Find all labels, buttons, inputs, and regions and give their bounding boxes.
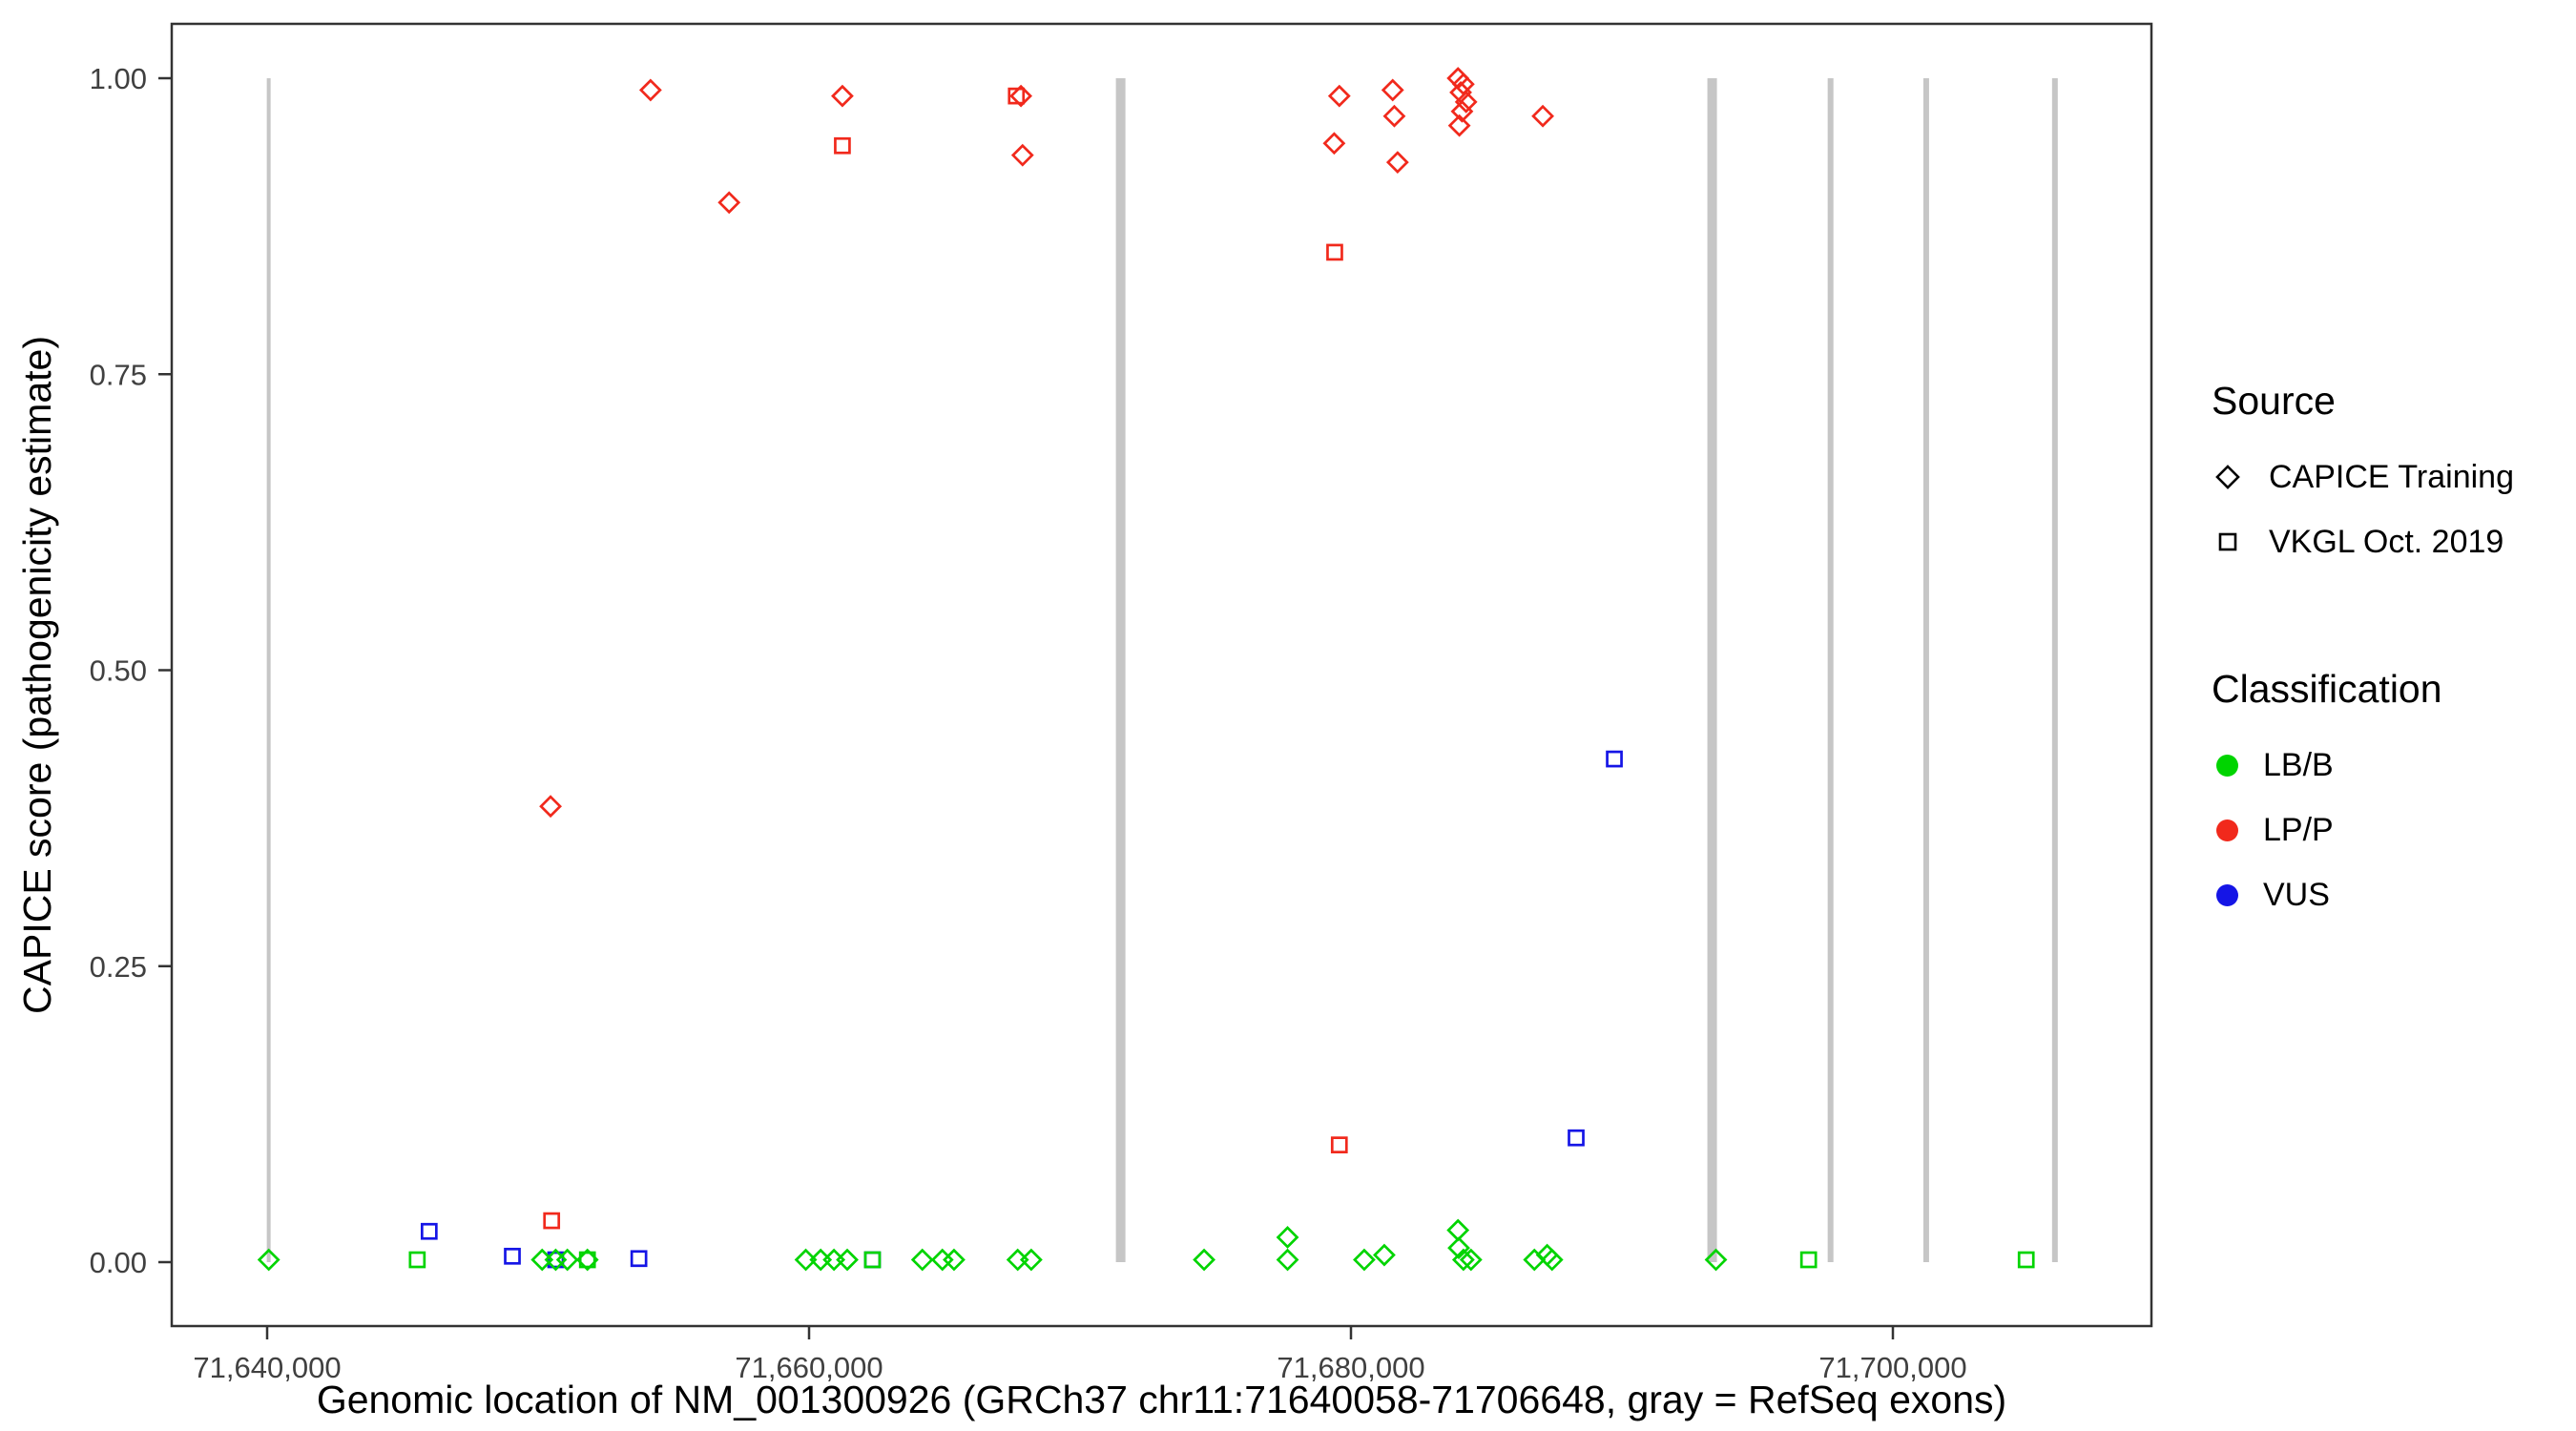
data-point-diamond: [539, 795, 562, 819]
legend-item-lpp: LP/P: [2212, 798, 2514, 862]
legend-classification-group: Classification LB/B LP/P VUS: [2212, 666, 2514, 927]
data-point-diamond: [1009, 84, 1032, 108]
data-point-diamond: [910, 1248, 934, 1272]
data-point-square: [1008, 87, 1026, 105]
data-point-diamond: [1010, 143, 1034, 167]
data-point-diamond: [1373, 1243, 1396, 1267]
blue-dot-icon: [2216, 883, 2238, 906]
data-point-diamond: [1385, 151, 1409, 175]
red-dot-icon: [2216, 819, 2238, 841]
legend-item-vus: VUS: [2212, 862, 2514, 927]
data-point-diamond: [1353, 1248, 1376, 1272]
data-point-square: [863, 1251, 882, 1269]
data-point-diamond: [638, 78, 662, 102]
data-point-square: [1326, 243, 1343, 261]
y-tick-label: 0.25: [90, 950, 147, 984]
data-point-diamond: [943, 1248, 966, 1272]
data-point-diamond: [717, 191, 741, 215]
legend-source-title: Source: [2212, 379, 2336, 423]
data-point-square: [1330, 1136, 1348, 1153]
data-point-square: [543, 1212, 561, 1230]
data-point-diamond: [1019, 1248, 1043, 1272]
data-point-square: [834, 136, 851, 155]
data-point-diamond: [1447, 114, 1471, 137]
data-point-diamond: [822, 1248, 846, 1272]
data-point-diamond: [1446, 1218, 1470, 1242]
data-point-diamond: [1447, 1236, 1470, 1260]
data-point-diamond: [257, 1248, 280, 1272]
data-point-diamond: [831, 84, 854, 108]
data-point-diamond: [1327, 84, 1351, 108]
data-point-square: [630, 1250, 648, 1268]
y-tick-label: 0.75: [90, 358, 147, 391]
data-point-diamond: [1531, 104, 1554, 128]
plot-panel-border: [170, 22, 2153, 1328]
legend-classification-title: Classification: [2212, 667, 2442, 711]
legend: Source CAPICE Training VKGL Oct. 2019 Cl…: [2212, 378, 2514, 927]
legend-item-label: VKGL Oct. 2019: [2269, 523, 2504, 560]
data-point-diamond: [930, 1248, 954, 1272]
data-point-square: [1799, 1251, 1818, 1269]
legend-item-label: VUS: [2263, 876, 2330, 913]
data-point-diamond: [1381, 78, 1404, 102]
x-tick-label: 71,680,000: [1277, 1351, 1424, 1384]
legend-source-group: Source CAPICE Training VKGL Oct. 2019: [2212, 378, 2514, 574]
data-point-square: [863, 1251, 882, 1269]
data-point-diamond: [1451, 1248, 1475, 1272]
legend-item-label: CAPICE Training: [2269, 458, 2514, 495]
data-point-diamond: [1459, 1248, 1483, 1272]
data-point-diamond: [1193, 1248, 1215, 1272]
data-point-square: [547, 1251, 565, 1269]
data-point-square: [420, 1222, 438, 1240]
legend-item-vkgl: VKGL Oct. 2019: [2212, 509, 2514, 574]
green-dot-icon: [2216, 754, 2238, 777]
data-point-diamond: [1276, 1248, 1299, 1272]
diamond-marker-icon: [2212, 461, 2244, 493]
data-point-diamond: [1454, 90, 1478, 114]
data-point-diamond: [836, 1248, 859, 1272]
data-point-diamond: [1276, 1226, 1299, 1249]
square-marker-icon: [2212, 526, 2244, 558]
data-point-diamond: [1450, 99, 1474, 123]
legend-item-lbb: LB/B: [2212, 733, 2514, 798]
legend-item-capice-training: CAPICE Training: [2212, 445, 2514, 509]
data-point-diamond: [1540, 1248, 1564, 1272]
data-point-diamond: [1704, 1248, 1728, 1272]
y-tick-label: 0.00: [90, 1246, 147, 1279]
data-point-diamond: [1322, 132, 1346, 156]
data-point-diamond: [555, 1248, 579, 1272]
data-point-square: [504, 1247, 521, 1265]
data-point-square: [578, 1251, 596, 1269]
data-point-square: [1606, 750, 1623, 768]
x-tick-label: 71,700,000: [1818, 1351, 1966, 1384]
legend-item-label: LB/B: [2263, 746, 2334, 783]
data-point-diamond: [1382, 104, 1406, 128]
y-tick-label: 1.00: [90, 62, 147, 95]
x-tick-label: 71,660,000: [735, 1351, 883, 1384]
x-tick-label: 71,640,000: [193, 1351, 341, 1384]
legend-item-label: LP/P: [2263, 811, 2334, 848]
x-axis-title: Genomic location of NM_001300926 (GRCh37…: [316, 1378, 2007, 1421]
data-point-square: [2017, 1251, 2035, 1269]
data-point-diamond: [1006, 1248, 1029, 1272]
y-axis-title: CAPICE score (pathogenicity estimate): [15, 336, 59, 1014]
data-point-square: [408, 1251, 426, 1269]
data-point-diamond: [794, 1248, 818, 1272]
y-tick-label: 0.50: [90, 654, 147, 688]
data-point-square: [1568, 1129, 1585, 1147]
